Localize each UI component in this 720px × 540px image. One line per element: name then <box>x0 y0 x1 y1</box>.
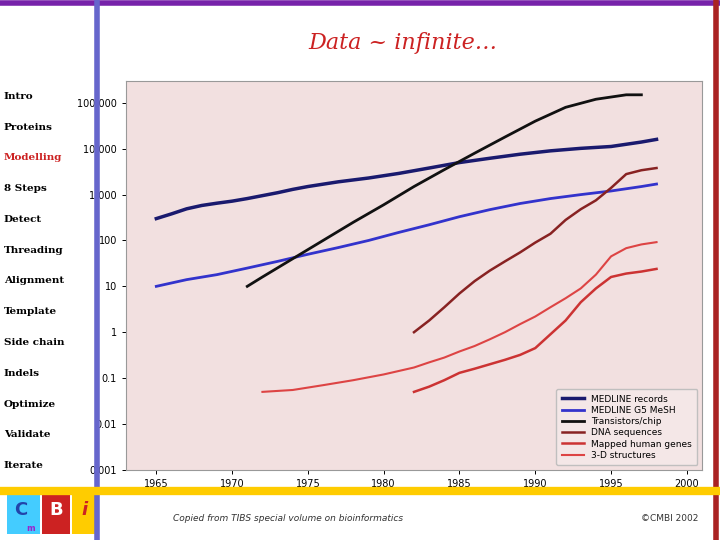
Text: Validate: Validate <box>4 430 50 440</box>
Text: Detect: Detect <box>4 215 42 224</box>
Text: 8 Steps: 8 Steps <box>4 184 46 193</box>
Text: Copied from TIBS special volume on bioinformatics: Copied from TIBS special volume on bioin… <box>173 514 403 523</box>
Bar <box>42 495 70 534</box>
Text: Intro: Intro <box>4 92 33 101</box>
Text: Data ~ infinite…: Data ~ infinite… <box>309 32 498 55</box>
Text: Alignment: Alignment <box>4 276 64 286</box>
Text: Threading: Threading <box>4 246 63 255</box>
Text: ©CMBI 2002: ©CMBI 2002 <box>641 514 698 523</box>
Bar <box>72 495 98 534</box>
Text: Modelling: Modelling <box>4 153 62 163</box>
Text: Optimize: Optimize <box>4 400 55 409</box>
Bar <box>7 495 40 534</box>
Text: Indels: Indels <box>4 369 40 378</box>
Text: Proteins: Proteins <box>4 123 53 132</box>
Text: C: C <box>14 501 28 519</box>
Text: m: m <box>27 524 35 532</box>
Legend: MEDLINE records, MEDLINE G5 MeSH, Transistors/chip, DNA sequences, Mapped human : MEDLINE records, MEDLINE G5 MeSH, Transi… <box>556 389 698 465</box>
Text: Iterate: Iterate <box>4 461 43 470</box>
Text: i: i <box>82 501 88 519</box>
Text: Side chain: Side chain <box>4 338 64 347</box>
Text: Template: Template <box>4 307 57 316</box>
Text: B: B <box>49 501 63 519</box>
